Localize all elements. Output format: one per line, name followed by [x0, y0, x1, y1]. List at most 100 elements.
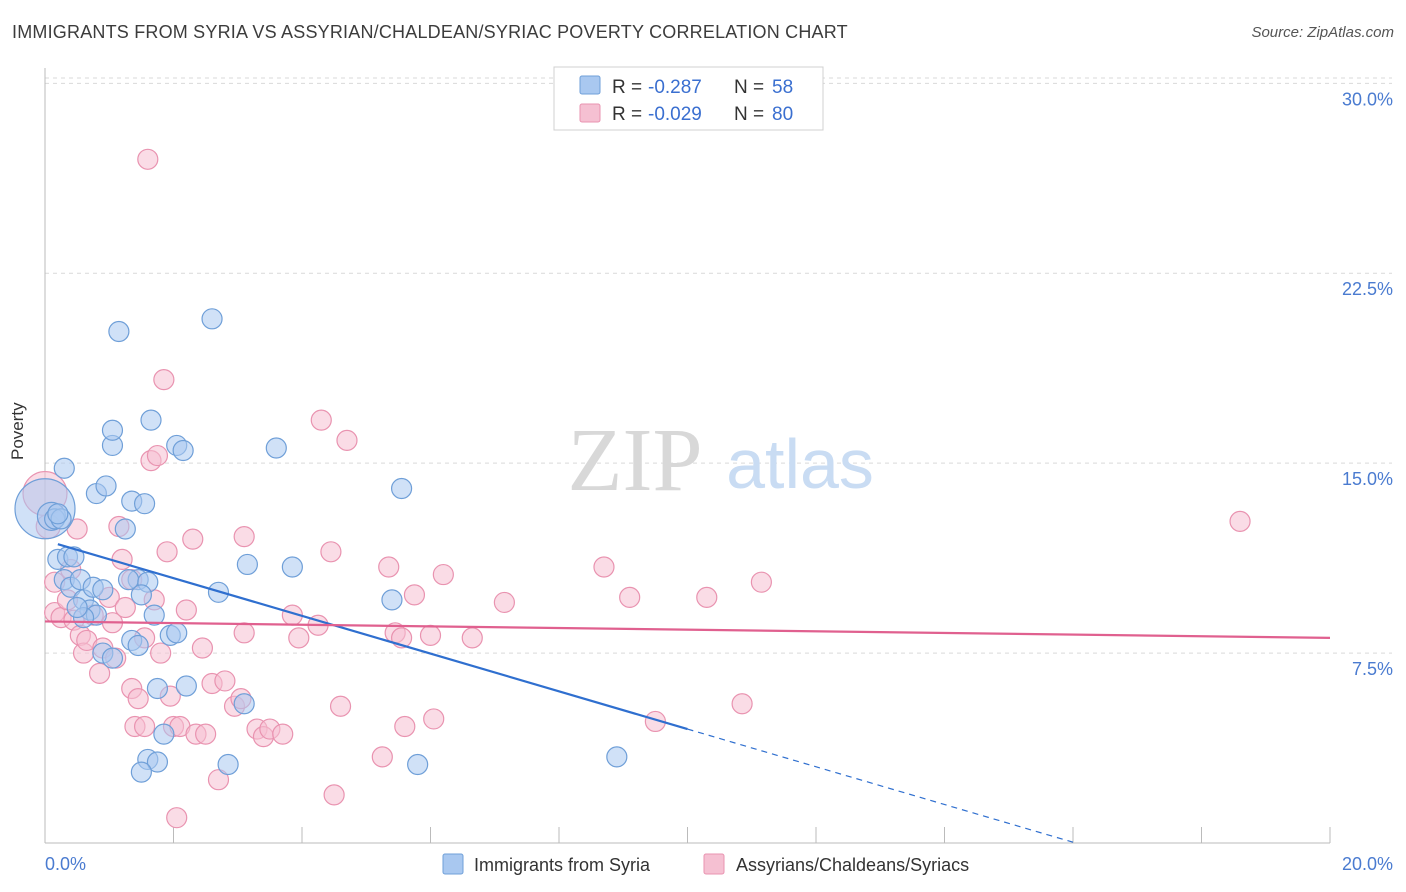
- syria-point: [233, 693, 255, 715]
- syria-point: [130, 761, 152, 783]
- syria-point: [92, 579, 114, 601]
- trend-lines: [44, 543, 1331, 843]
- assyrians-point: [1229, 510, 1251, 533]
- assyrians-point: [378, 556, 400, 578]
- syria-point: [140, 409, 162, 431]
- assyrians-point: [156, 541, 178, 563]
- legend-stats: R = -0.287 N = 58 R = -0.029 N = 80: [553, 66, 824, 131]
- legend-series: Immigrants from Syria Assyrians/Chaldean…: [442, 853, 969, 875]
- syria-point: [101, 419, 124, 441]
- syria-point: [47, 503, 69, 525]
- assyrians-point: [146, 444, 169, 467]
- assyrians-trend-line: [44, 620, 1331, 639]
- syria-point: [95, 475, 117, 497]
- axes: [44, 68, 1331, 844]
- legend-stats-n-label-2: N =: [734, 104, 764, 125]
- assyrians-point: [133, 715, 156, 738]
- assyrians-point: [329, 695, 352, 717]
- assyrians-point: [233, 525, 255, 548]
- legend-stats-r-label-2: R =: [612, 104, 642, 125]
- syria-point: [130, 584, 152, 606]
- assyrians-point: [272, 723, 294, 745]
- assyrians-point: [89, 662, 111, 684]
- assyrians-point: [493, 591, 515, 614]
- syria-trend-extension: [687, 728, 1074, 843]
- assyrians-point: [619, 586, 641, 608]
- assyrians-point: [394, 715, 416, 738]
- assyrians-point: [166, 807, 188, 829]
- legend-assyrians-label: Assyrians/Chaldeans/Syriacs: [736, 855, 969, 875]
- assyrians-point: [137, 148, 159, 170]
- series-syria-points: [14, 308, 628, 783]
- assyrians-point: [288, 627, 310, 649]
- legend-syria-label: Immigrants from Syria: [474, 855, 651, 875]
- syria-point: [101, 647, 124, 669]
- legend-stats-n-value-1: 58: [772, 77, 793, 98]
- assyrians-point: [153, 368, 175, 391]
- y-tick-label: 7.5%: [1352, 659, 1393, 679]
- syria-point: [201, 308, 223, 330]
- tick-labels: 7.5% 15.0% 22.5% 30.0% 0.0% 20.0%: [45, 89, 1393, 874]
- syria-point: [153, 723, 175, 745]
- syria-point: [606, 746, 628, 768]
- syria-point: [390, 477, 413, 500]
- assyrians-point: [750, 571, 772, 593]
- syria-point: [166, 622, 188, 644]
- assyrians-point: [127, 688, 149, 710]
- legend-assyrians-swatch: [703, 853, 725, 875]
- assyrians-point: [114, 596, 136, 619]
- syria-point: [108, 320, 130, 343]
- syria-point: [63, 546, 85, 568]
- assyrians-point: [310, 409, 332, 431]
- syria-point: [133, 493, 156, 515]
- watermark-zip: ZIP: [568, 411, 703, 510]
- legend-stats-pink-swatch: [579, 103, 601, 123]
- syria-point: [407, 753, 429, 776]
- syria-point: [146, 677, 169, 700]
- syria-point: [172, 439, 194, 462]
- legend-stats-n-value-2: 80: [772, 104, 793, 125]
- assyrians-point: [150, 642, 172, 664]
- assyrians-point: [214, 670, 236, 692]
- chart-title: IMMIGRANTS FROM SYRIA VS ASSYRIAN/CHALDE…: [12, 22, 848, 42]
- assyrians-point: [323, 784, 345, 806]
- syria-point: [236, 553, 258, 576]
- legend-stats-r-label-1: R =: [612, 77, 642, 98]
- syria-point: [175, 675, 197, 697]
- watermark: ZIP atlas: [568, 411, 874, 510]
- legend-stats-n-label-1: N =: [734, 77, 764, 98]
- legend-stats-blue-swatch: [579, 75, 601, 95]
- syria-point: [66, 596, 88, 619]
- chart-source: Source: ZipAtlas.com: [1251, 24, 1394, 41]
- syria-point: [143, 604, 165, 626]
- assyrians-point: [111, 548, 133, 570]
- legend-syria-swatch: [442, 853, 464, 875]
- assyrians-point: [233, 622, 255, 644]
- syria-point: [265, 437, 287, 459]
- syria-point: [217, 753, 239, 776]
- legend-stats-r-value-2: -0.029: [648, 104, 702, 125]
- assyrians-point: [419, 624, 442, 646]
- syria-point: [281, 556, 303, 578]
- syria-trend-line: [57, 543, 688, 731]
- syria-point: [53, 457, 75, 479]
- syria-point: [114, 518, 136, 540]
- assyrians-point: [731, 693, 753, 715]
- assyrians-point: [696, 586, 718, 608]
- watermark-atlas: atlas: [726, 425, 874, 503]
- assyrians-point: [593, 556, 615, 578]
- syria-point: [381, 589, 403, 611]
- legend-stats-r-value-1: -0.287: [648, 77, 702, 98]
- assyrians-point: [423, 708, 445, 730]
- assyrians-point: [336, 429, 358, 451]
- y-tick-label: 15.0%: [1342, 469, 1393, 489]
- assyrians-point: [461, 627, 483, 649]
- y-tick-label: 30.0%: [1342, 89, 1393, 109]
- x-tick-label: 20.0%: [1342, 854, 1393, 874]
- assyrians-point: [207, 769, 230, 791]
- x-tick-label: 0.0%: [45, 854, 86, 874]
- assyrians-point: [320, 541, 342, 563]
- assyrians-point: [195, 723, 217, 745]
- y-tick-label: 22.5%: [1342, 279, 1393, 299]
- assyrians-point: [182, 528, 204, 550]
